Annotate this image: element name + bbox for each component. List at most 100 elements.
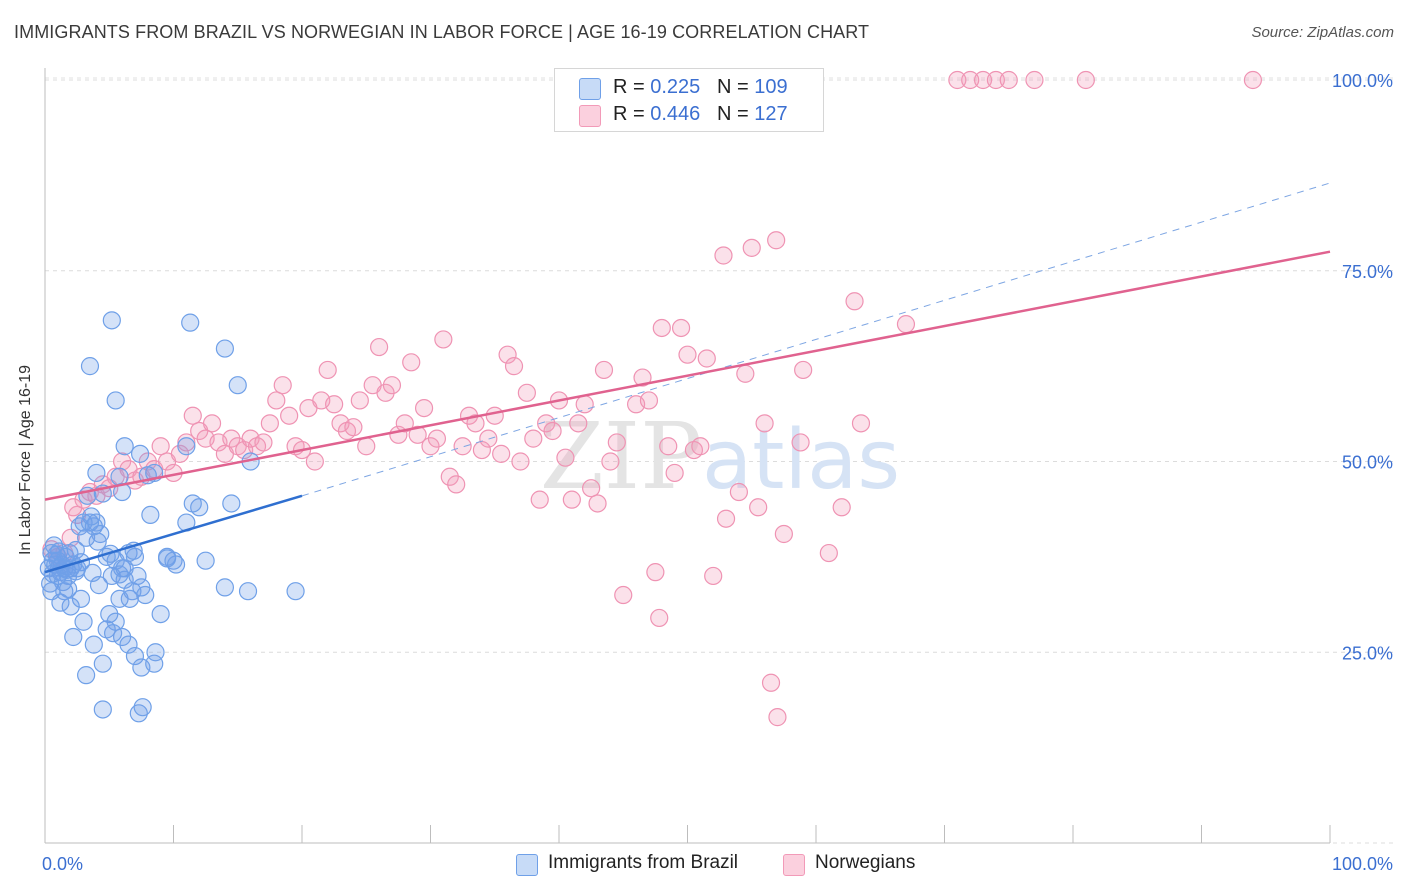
legend-swatch-brazil xyxy=(579,78,601,100)
norwegian-point xyxy=(530,490,549,509)
norwegian-point xyxy=(408,425,427,444)
norwegian-point xyxy=(260,414,279,433)
norwegian-point xyxy=(357,437,376,456)
norwegian-trend-line xyxy=(44,250,1331,501)
brazil-point xyxy=(93,654,112,673)
norwegian-point xyxy=(639,391,659,410)
norwegian-point xyxy=(177,433,196,452)
norwegian-point xyxy=(961,70,980,90)
norwegian-point xyxy=(376,383,395,402)
correlation-legend: R = 0.225 N = 109 R = 0.446 N = 127 xyxy=(554,68,824,132)
brazil-point xyxy=(125,646,145,666)
norwegian-point xyxy=(170,444,190,463)
norwegian-point xyxy=(414,398,434,418)
brazil-point xyxy=(133,698,152,717)
legend-swatch-norwegian xyxy=(579,105,601,127)
norwegian-point xyxy=(774,524,793,544)
norwegian-point xyxy=(633,368,652,387)
norwegian-point xyxy=(485,406,504,425)
norwegian-point xyxy=(729,482,749,502)
norwegian-point xyxy=(851,414,871,433)
series-swatch-norwegian xyxy=(783,854,805,876)
brazil-point xyxy=(74,612,93,631)
norwegian-point xyxy=(556,448,575,467)
norwegian-point xyxy=(767,231,786,250)
brazil-point xyxy=(120,589,139,608)
brazil-point xyxy=(80,357,100,376)
norwegian-point xyxy=(370,337,389,357)
brazil-point xyxy=(130,444,150,463)
norwegian-point xyxy=(524,429,543,448)
brazil-point xyxy=(177,437,196,456)
brazil-point xyxy=(110,565,129,584)
norwegian-point xyxy=(601,452,620,471)
norwegian-point xyxy=(421,437,440,456)
brazil-point xyxy=(88,532,107,551)
brazil-point xyxy=(166,555,186,574)
chart-title: IMMIGRANTS FROM BRAZIL VS NORWEGIAN IN L… xyxy=(14,22,870,42)
brazil-point xyxy=(104,624,123,643)
norwegian-point xyxy=(504,357,524,376)
brazil-point xyxy=(136,585,155,605)
norwegian-point xyxy=(736,364,755,383)
norwegian-point xyxy=(652,318,671,338)
x-tick-label: 0.0% xyxy=(42,854,83,874)
series-label-brazil: Immigrants from Brazil xyxy=(548,852,739,873)
norwegian-point xyxy=(517,383,536,402)
norwegian-point xyxy=(794,360,813,380)
norwegian-point xyxy=(138,452,157,471)
norwegian-point xyxy=(896,315,916,334)
norwegian-point xyxy=(440,467,459,486)
series-label-norwegian: Norwegians xyxy=(815,852,916,873)
norwegian-point xyxy=(222,429,241,448)
norwegian-point xyxy=(665,463,684,483)
norwegian-point xyxy=(761,673,781,692)
brazil-point xyxy=(196,551,215,570)
y-axis-label: In Labor Force | Age 16-19 xyxy=(17,364,34,556)
norwegian-point xyxy=(280,406,299,425)
norwegian-point xyxy=(986,70,1006,90)
brazil-point xyxy=(110,467,129,486)
norwegian-point xyxy=(382,376,402,395)
brazil-point xyxy=(61,597,80,616)
norwegian-point xyxy=(659,437,678,456)
norwegian-point xyxy=(427,429,447,448)
brazil-point xyxy=(71,589,91,608)
norwegian-point xyxy=(749,498,768,517)
norwegian-point xyxy=(402,353,421,372)
norwegian-point xyxy=(395,414,414,433)
norwegian-point xyxy=(511,452,530,471)
series-legend: Immigrants from Brazil Norwegians xyxy=(0,852,1406,878)
brazil-point xyxy=(215,339,234,358)
norwegian-point xyxy=(697,349,716,368)
brazil-point xyxy=(181,313,200,332)
brazil-point xyxy=(115,437,134,456)
norwegian-point xyxy=(434,330,453,349)
norwegian-point xyxy=(202,414,222,433)
norwegian-point xyxy=(569,414,588,433)
norwegian-point xyxy=(112,452,132,471)
brazil-point xyxy=(119,635,138,654)
y-tick-label: 75.0% xyxy=(1342,262,1393,282)
norwegian-point xyxy=(819,543,838,563)
norwegian-point xyxy=(254,433,273,452)
norwegian-point xyxy=(716,509,736,528)
norwegian-point xyxy=(791,433,810,452)
series-swatch-brazil xyxy=(516,854,538,876)
x-tick-label: 100.0% xyxy=(1332,854,1393,874)
norwegian-point xyxy=(973,70,993,90)
brazil-point xyxy=(93,700,112,719)
norwegian-point xyxy=(999,70,1018,90)
norwegian-point xyxy=(151,437,170,456)
norwegian-point xyxy=(671,318,691,338)
brazil-point xyxy=(157,549,177,568)
brazil-point xyxy=(151,604,170,624)
norwegian-point xyxy=(614,585,633,605)
norwegian-point xyxy=(678,345,697,364)
brazil-point xyxy=(106,391,125,410)
norwegian-point xyxy=(344,418,363,437)
norwegian-point xyxy=(650,608,669,628)
norwegian-point xyxy=(479,429,498,448)
norwegian-point xyxy=(607,433,626,452)
